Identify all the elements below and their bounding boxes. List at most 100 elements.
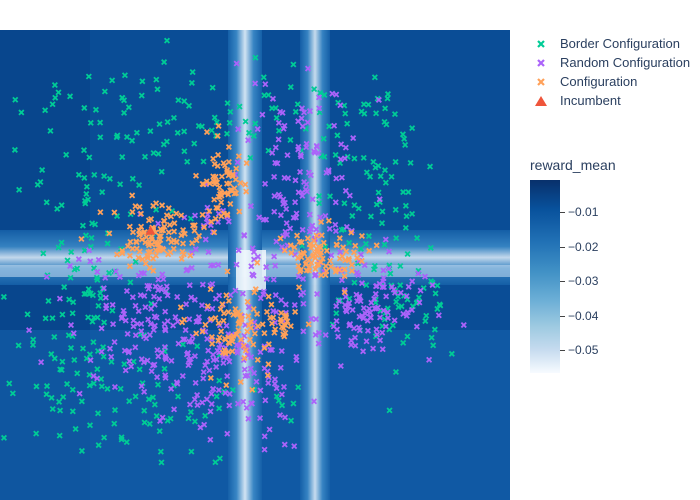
- point-border-configuration: [360, 154, 367, 161]
- point-random-configuration: [248, 400, 256, 407]
- point-random-configuration: [358, 280, 366, 287]
- point-random-configuration: [207, 436, 214, 443]
- point-configuration: [163, 212, 170, 219]
- point-border-configuration: [149, 394, 157, 401]
- point-border-configuration: [341, 200, 348, 207]
- point-configuration: [136, 203, 143, 210]
- point-random-configuration: [188, 338, 195, 345]
- point-random-configuration: [332, 221, 339, 228]
- point-random-configuration: [151, 361, 158, 368]
- point-random-configuration: [202, 236, 209, 243]
- point-random-configuration: [274, 160, 281, 167]
- point-random-configuration: [155, 220, 162, 227]
- point-random-configuration: [384, 309, 391, 316]
- point-random-configuration: [421, 273, 429, 280]
- point-configuration: [223, 180, 231, 187]
- point-random-configuration: [257, 387, 264, 394]
- point-configuration: [327, 257, 334, 264]
- point-random-configuration: [314, 290, 321, 298]
- point-random-configuration: [261, 433, 268, 440]
- point-configuration: [237, 378, 244, 386]
- point-border-configuration: [415, 294, 422, 301]
- point-random-configuration: [354, 298, 361, 305]
- point-configuration: [323, 247, 330, 254]
- point-random-configuration: [210, 351, 217, 358]
- scatter-points: [0, 37, 467, 466]
- point-configuration: [142, 260, 149, 267]
- point-border-configuration: [55, 89, 62, 96]
- point-random-configuration: [240, 398, 247, 405]
- point-random-configuration: [188, 294, 195, 301]
- point-random-configuration: [328, 252, 335, 259]
- point-border-configuration: [132, 393, 139, 400]
- point-border-configuration: [101, 434, 108, 441]
- point-border-configuration: [333, 310, 340, 317]
- point-random-configuration: [263, 275, 270, 282]
- point-random-configuration: [207, 262, 215, 269]
- point-configuration: [242, 181, 249, 188]
- point-random-configuration: [154, 374, 161, 381]
- point-random-configuration: [367, 309, 374, 316]
- point-configuration: [137, 210, 145, 217]
- point-border-configuration: [174, 129, 181, 136]
- point-random-configuration: [162, 372, 169, 379]
- legend-item-border-configuration[interactable]: Border Configuration: [528, 34, 690, 53]
- point-configuration: [244, 298, 251, 305]
- point-border-configuration: [216, 405, 223, 412]
- point-border-configuration: [141, 153, 149, 160]
- point-random-configuration: [310, 398, 318, 405]
- point-border-configuration: [64, 257, 71, 264]
- point-border-configuration: [89, 318, 96, 325]
- colorbar-tick: [560, 212, 565, 213]
- point-border-configuration: [147, 128, 154, 135]
- x-marker-icon: [528, 77, 554, 87]
- point-random-configuration: [299, 123, 306, 130]
- point-configuration: [303, 260, 310, 267]
- point-random-configuration: [245, 415, 252, 422]
- point-configuration: [211, 161, 218, 168]
- point-border-configuration: [252, 120, 259, 127]
- point-configuration: [336, 266, 343, 273]
- point-random-configuration: [180, 336, 187, 343]
- point-random-configuration: [208, 390, 215, 397]
- point-random-configuration: [291, 302, 298, 309]
- point-random-configuration: [251, 370, 258, 377]
- point-border-configuration: [58, 202, 65, 209]
- point-border-configuration: [91, 314, 98, 321]
- point-border-configuration: [404, 333, 411, 340]
- point-border-configuration: [279, 402, 286, 409]
- point-border-configuration: [351, 202, 358, 209]
- point-border-configuration: [68, 248, 75, 256]
- point-random-configuration: [376, 196, 383, 203]
- point-configuration: [220, 210, 227, 217]
- legend-item-incumbent[interactable]: Incumbent: [528, 91, 690, 110]
- point-configuration: [207, 374, 214, 382]
- point-border-configuration: [187, 408, 194, 416]
- point-configuration: [206, 208, 213, 215]
- point-configuration: [291, 244, 298, 251]
- point-border-configuration: [129, 175, 136, 182]
- point-random-configuration: [209, 385, 217, 393]
- point-border-configuration: [111, 268, 118, 275]
- point-configuration: [250, 306, 257, 313]
- point-border-configuration: [431, 326, 438, 333]
- point-border-configuration: [181, 148, 188, 155]
- point-configuration: [212, 215, 219, 222]
- legend-item-configuration[interactable]: Configuration: [528, 72, 690, 91]
- point-configuration: [220, 310, 227, 317]
- legend-item-random-configuration[interactable]: Random Configuration: [528, 53, 690, 72]
- point-border-configuration: [37, 178, 44, 186]
- point-border-configuration: [391, 111, 398, 118]
- point-random-configuration: [460, 322, 467, 329]
- point-border-configuration: [49, 405, 56, 413]
- point-random-configuration: [338, 141, 345, 148]
- point-border-configuration: [407, 159, 414, 166]
- point-border-configuration: [81, 104, 88, 111]
- point-configuration: [135, 254, 142, 261]
- point-configuration: [199, 328, 206, 335]
- point-configuration: [295, 263, 302, 270]
- point-random-configuration: [195, 314, 202, 321]
- point-random-configuration: [174, 293, 181, 300]
- point-border-configuration: [119, 154, 126, 161]
- point-configuration: [295, 284, 303, 291]
